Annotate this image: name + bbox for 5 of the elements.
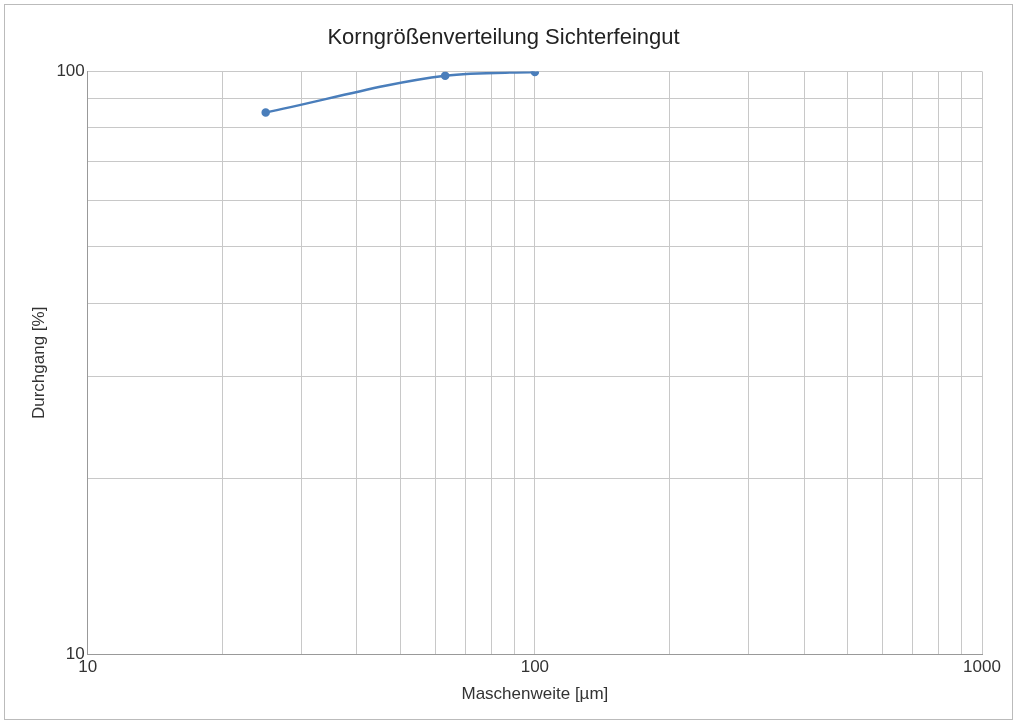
x-tick-label: 1000	[963, 657, 1001, 677]
x-tick-label: 100	[520, 657, 550, 677]
chart-title: Korngrößenverteilung Sichterfeingut	[327, 24, 680, 50]
x-axis-title: Maschenweite [µm]	[461, 684, 609, 704]
y-axis-title: Durchgang [%]	[28, 306, 48, 420]
